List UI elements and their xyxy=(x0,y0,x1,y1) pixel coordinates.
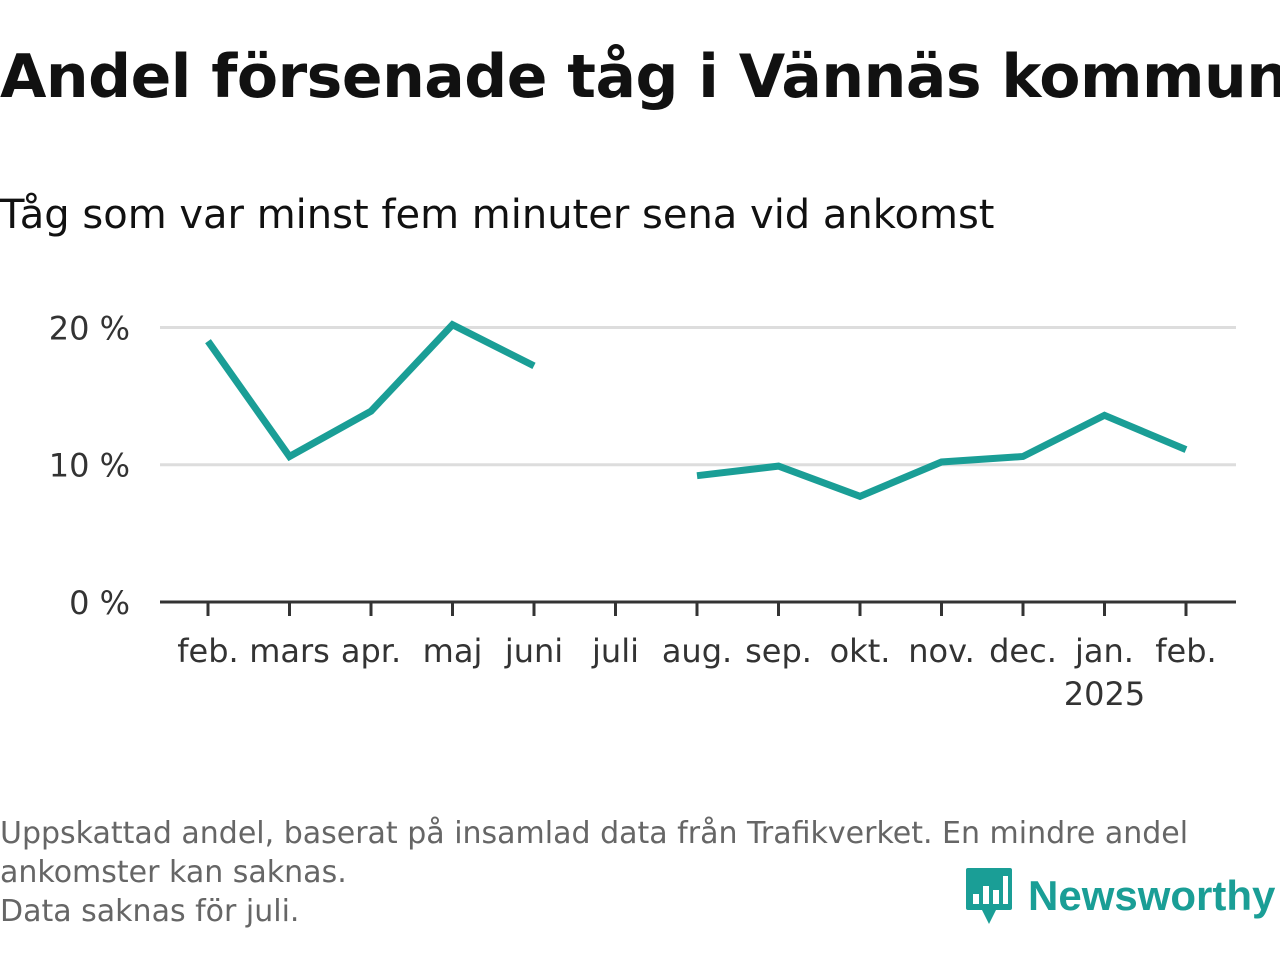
x-tick-label: sep. xyxy=(745,632,812,670)
x-tick-label: dec. xyxy=(989,632,1057,670)
x-tick-label: feb. xyxy=(177,632,238,670)
chart-title: Andel försenade tåg i Vännäs kommun xyxy=(0,42,1280,112)
newsworthy-brand: Newsworthy xyxy=(964,866,1275,926)
x-tick-label: feb. xyxy=(1155,632,1216,670)
x-tick-label: nov. xyxy=(908,632,974,670)
brand-name: Newsworthy xyxy=(1028,872,1276,919)
footnote-line: ankomster kan saknas. xyxy=(0,855,347,890)
y-tick-label: 0 % xyxy=(69,584,130,622)
y-tick-label: 10 % xyxy=(49,447,130,485)
footnote-line: Uppskattad andel, baserat på insamlad da… xyxy=(0,816,1189,851)
x-tick-label: apr. xyxy=(341,632,401,670)
x-tick-label: juni xyxy=(504,632,563,670)
footnote-line: Data saknas för juli. xyxy=(0,894,300,929)
newsworthy-logo-icon xyxy=(966,868,1012,924)
x-tick-label: maj xyxy=(423,632,483,670)
x-tick-label: mars xyxy=(249,632,330,670)
chart-subtitle: Tåg som var minst fem minuter sena vid a… xyxy=(0,192,995,238)
series-line xyxy=(696,411,1188,501)
x-tick-label: okt. xyxy=(830,632,891,670)
footnote: Uppskattad andel, baserat på insamlad da… xyxy=(0,814,1270,931)
x-tick-label: jan. xyxy=(1074,632,1134,670)
x-tick-sublabel: 2025 xyxy=(1064,675,1145,713)
series-line xyxy=(205,320,536,462)
x-tick-label: juli xyxy=(591,632,639,670)
x-tick-label: aug. xyxy=(662,632,732,670)
y-tick-label: 20 % xyxy=(49,309,130,347)
